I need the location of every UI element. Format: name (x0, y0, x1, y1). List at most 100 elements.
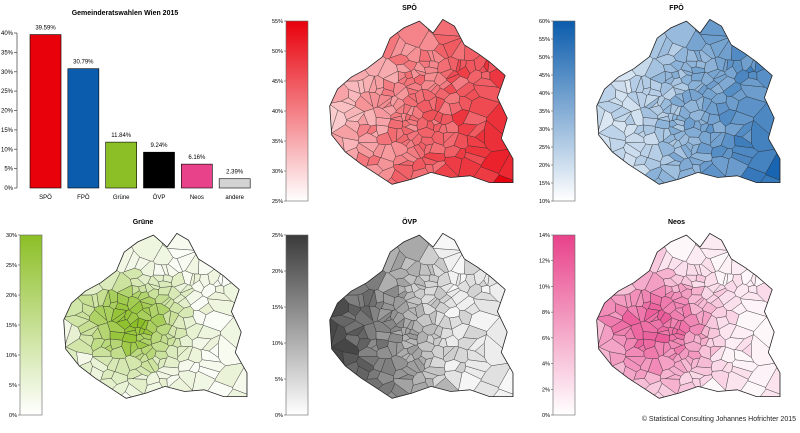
district-cell (418, 355, 427, 366)
y-tick-label: 40% (1, 31, 14, 37)
district-cell (405, 82, 423, 92)
map-title: SPÖ (402, 3, 417, 12)
district-cell (172, 338, 182, 348)
district-cell (381, 319, 397, 330)
district-cell (739, 77, 766, 88)
legend-tick-label: 55% (539, 37, 550, 43)
district-cell (395, 134, 409, 144)
district-cell (330, 19, 400, 60)
district-cell (63, 313, 73, 351)
district-cell (418, 141, 427, 152)
district-cell (420, 80, 436, 90)
district-cell (357, 327, 369, 340)
district-cell (648, 105, 664, 116)
district-cell (724, 66, 738, 80)
legend-tick-label: 6% (542, 336, 550, 342)
district-cell (731, 233, 781, 275)
district-cell (173, 294, 186, 304)
legend-tick-label: 20% (539, 163, 550, 169)
district-cell (711, 359, 728, 372)
district-cell (122, 268, 144, 280)
legend-tick-label: 10% (539, 199, 550, 205)
legend-tick-label: 5% (275, 377, 283, 383)
district-cell (100, 369, 115, 380)
map-panel-spoe: SPÖ 25% 30% 35% 40% 45% 50% 55% (266, 0, 533, 214)
district-cell (355, 309, 375, 326)
district-cell (139, 333, 152, 341)
district-cell (152, 355, 161, 366)
district-cell (381, 105, 397, 116)
district-cell (487, 22, 514, 73)
district-cell (683, 99, 700, 113)
district-cell (724, 280, 738, 294)
district-cell (683, 313, 700, 327)
city-boundary (596, 232, 781, 399)
district-cell (376, 94, 393, 108)
district-cell (596, 99, 606, 137)
district-cell (115, 319, 131, 330)
district-cell (396, 63, 412, 73)
district-cell (411, 282, 421, 293)
district-cell (198, 233, 248, 275)
bar-gruene (105, 141, 137, 189)
bar-value-label: 11.84% (111, 133, 132, 139)
district-cell (366, 369, 381, 380)
district-cell (457, 280, 471, 294)
district-cell (655, 268, 677, 280)
bar-chart-title: Gemeinderatswahlen Wien 2015 (72, 10, 179, 17)
legend-tick-label: 55% (272, 19, 283, 25)
district-cell (139, 296, 157, 306)
city-boundary (329, 18, 514, 185)
district-cell (694, 264, 702, 276)
bar-value-label: 2.39% (226, 170, 244, 176)
district-cell (694, 50, 702, 62)
district-cell (706, 80, 719, 90)
city-boundary (596, 18, 781, 185)
gruene-share-map: Grüne 0% 5% 10% 15% 20% 25% 30% (6, 219, 248, 419)
district-cell (427, 50, 435, 62)
district-cell (166, 374, 180, 389)
district-cell (643, 338, 656, 350)
y-tick-label: 35% (1, 50, 14, 56)
legend-tick-label: 40% (272, 109, 283, 115)
legend-tick-label: 35% (272, 139, 283, 145)
district-cell (413, 358, 425, 373)
district-cell (439, 294, 452, 304)
district-cell (413, 144, 425, 159)
district-cell (178, 359, 195, 372)
district-cell (387, 333, 403, 343)
district-cells (329, 19, 514, 185)
bar-category-label: Neos (190, 195, 204, 201)
district-cell (424, 66, 439, 74)
district-cell (434, 96, 445, 112)
map-panel-oevp: ÖVP 0% 5% 10% 15% 20% 25% (266, 214, 533, 428)
district-cell (405, 119, 418, 127)
legend-tick-label: 15% (6, 323, 17, 329)
district-cell (691, 66, 706, 74)
district-cell (654, 333, 670, 343)
bar-category-label: andere (225, 195, 244, 201)
y-tick-label: 5% (4, 167, 13, 173)
district-cell (642, 117, 658, 127)
district-cell (438, 338, 448, 348)
district-cell (417, 127, 436, 138)
district-cell (678, 282, 688, 293)
district-cell (424, 19, 491, 37)
district-cell (624, 113, 636, 126)
district-cell (691, 233, 758, 251)
district-cell (416, 99, 433, 113)
legend-tick-label: 40% (539, 91, 550, 97)
district-cells (329, 233, 514, 399)
district-cell (716, 316, 730, 330)
district-cell (432, 374, 446, 389)
district-cell (663, 277, 679, 287)
legend-tick-label: 2% (542, 387, 550, 393)
district-cell (110, 338, 123, 350)
district-cell (191, 280, 205, 294)
district-cell (622, 95, 642, 112)
district-cell (596, 19, 654, 77)
legend-tick-label: 0% (542, 413, 550, 419)
legend-tick-label: 4% (542, 362, 550, 368)
district-cell (449, 316, 463, 330)
map-title: ÖVP (402, 217, 417, 226)
